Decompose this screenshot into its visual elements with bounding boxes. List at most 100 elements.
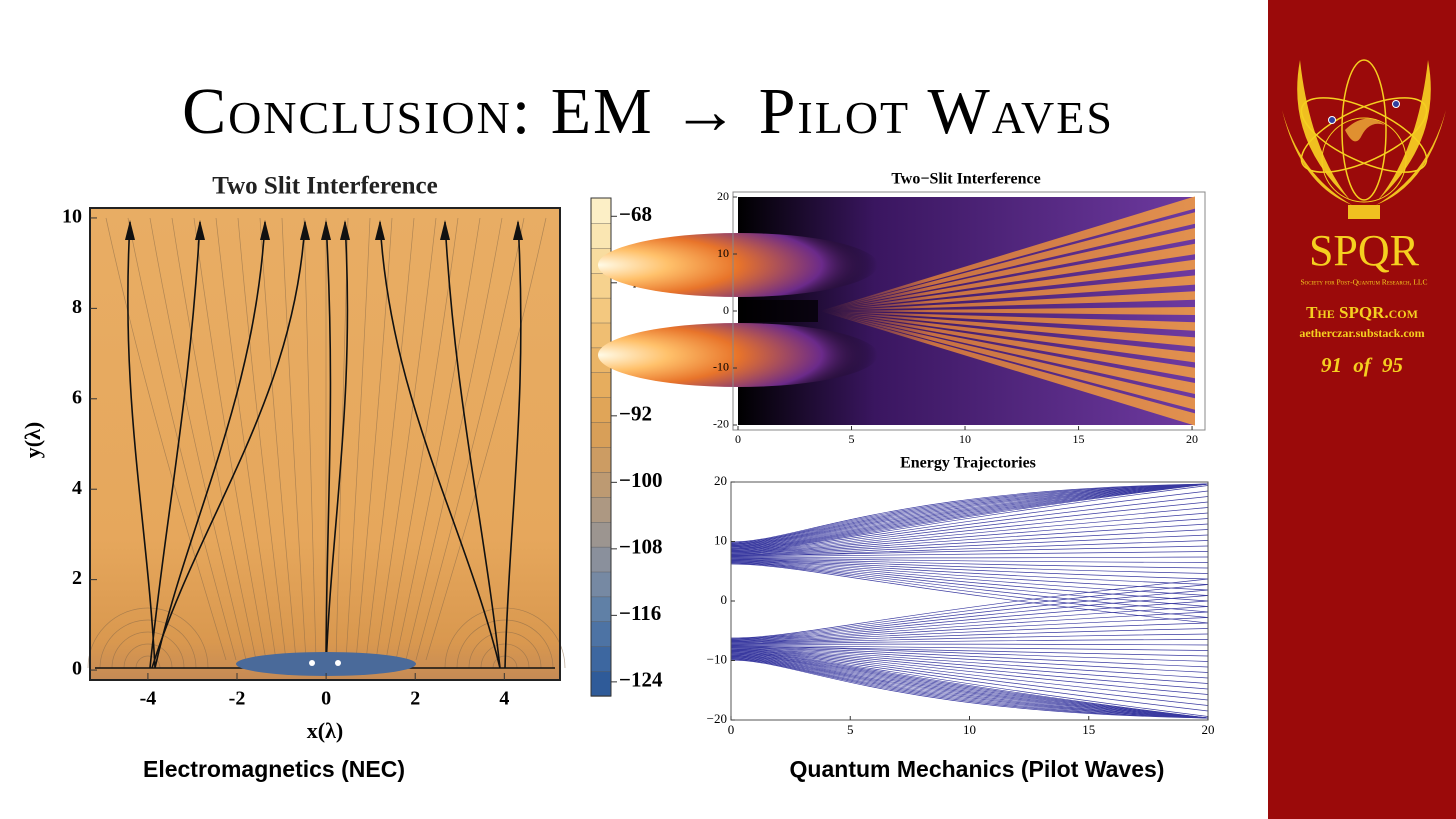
trajectory [730,647,1209,673]
trajectory [730,512,1209,554]
colorbar-segment [590,372,612,398]
colorbar-tick-label: −68 [619,202,652,226]
trajectory [730,655,1209,719]
trajectory [730,657,1209,719]
y-tick-label: -20 [713,417,729,431]
trajectory [730,584,1209,639]
flow-line [154,221,266,669]
fringe [820,291,1195,311]
trajectory [730,650,1209,712]
trajectory [730,483,1209,549]
colorbar-segment [590,521,612,548]
logo-text: SPQR [1309,226,1420,275]
trajectory [730,560,1209,591]
trajectory [730,559,1209,585]
colorbar-segment [590,571,612,598]
x-tick-label: 5 [849,432,855,446]
trajectory [730,534,1209,556]
slit [335,660,341,666]
colorbar-tick-label: −92 [619,402,652,426]
trajectory [730,633,1209,644]
trajectory [730,659,1209,719]
trajectory [730,490,1209,552]
contour-line [425,217,547,661]
trajectory [730,483,1209,550]
trajectory [730,578,1209,639]
y-tick-label: 20 [714,473,727,488]
slit-glow [598,233,878,297]
trajectory [730,562,1209,613]
trajectory [730,659,1209,719]
fringe [820,311,1195,410]
y-tick-label: 0 [72,658,82,680]
colorbar-tick-label: −108 [619,535,662,559]
trajectory [730,645,1209,662]
trajectory [730,560,1209,596]
y-tick-label: 0 [721,592,728,607]
logo [1282,59,1446,219]
flow-line [151,221,306,669]
contour-line [105,217,227,661]
fringe [820,311,1195,394]
substack: aetherczar.substack.com [1299,326,1424,340]
colorbar-tick-label: −116 [619,601,661,625]
y-tick-label: 0 [723,303,729,317]
trajectory [730,654,1209,719]
trajectory [730,654,1209,719]
fringe [820,311,1195,347]
trajectory [730,648,1209,690]
colorbar-tick-label: −100 [619,468,662,492]
trajectory [730,556,1209,559]
colorbar-segment [590,397,612,423]
slit [309,660,315,666]
arrow-head [321,220,331,240]
trajectory [730,518,1209,554]
organization: Society for Post-Quantum Research, LLC [1300,278,1427,287]
trajectory-lines [730,483,1209,719]
slide-title: Conclusion: EM → Pilot Waves [182,75,1114,148]
trajectory [730,650,1209,706]
contour-line [415,217,525,661]
contour-line [281,217,307,661]
arrow-head [440,220,450,240]
trajectory [730,649,1209,695]
trajectory [730,622,1209,643]
y-tick-label: 10 [714,532,727,547]
trajectory [730,483,1209,548]
trajectory [730,653,1209,719]
trajectory [730,563,1209,624]
colorbar-frame [590,197,612,697]
arrow-head [195,220,205,240]
flow-line [444,221,501,669]
trajectory [730,559,1209,580]
slit-glow [598,323,878,387]
trajectory [730,557,1209,563]
colorbar-tick-label: −124 [619,668,663,692]
colorbar-segment [590,222,612,249]
y-tick-label: 10 [717,246,729,260]
contour-line [480,643,530,669]
sidebar [1268,0,1456,819]
colorbar-segment [590,471,612,498]
flow-line [127,221,156,669]
website: The SPQR.com [1306,303,1418,322]
slide-number: 91 of 95 [1321,353,1403,377]
trajectory [730,483,1209,547]
flow-line [379,221,501,669]
trajectory [730,501,1209,553]
trajectory [730,483,1209,547]
trajectory [730,617,1209,643]
contour-line [135,655,161,669]
x-tick-label: 10 [963,722,976,737]
x-tick-label: 2 [410,688,420,710]
trajectory [730,483,1209,543]
arrow-head [125,220,135,240]
trajectory [730,611,1209,642]
arrow-head [513,220,523,240]
fringe [820,259,1195,311]
colorbar-segment [590,596,612,623]
contour-line [111,631,185,669]
contour-line [193,217,267,661]
contour-line [215,217,277,661]
